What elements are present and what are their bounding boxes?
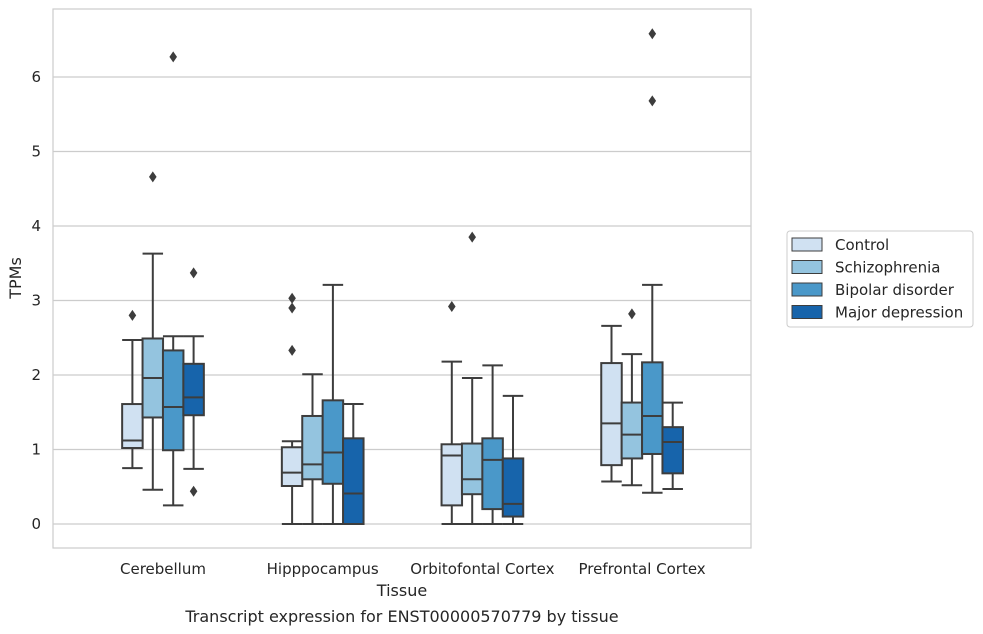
box-iqr [501, 457, 525, 518]
box-iqr [641, 361, 664, 455]
legend-swatch [791, 282, 823, 297]
box-iqr [620, 401, 644, 460]
legend-swatch [791, 237, 823, 252]
flier-point [149, 171, 157, 183]
box-0-1 [280, 292, 304, 525]
box-iqr [460, 442, 484, 496]
flier-point [288, 292, 296, 304]
y-tick-label: 3 [31, 292, 41, 310]
box-3-1 [342, 403, 365, 526]
box-iqr [481, 437, 504, 511]
box-iqr [321, 399, 345, 485]
box-2-3 [641, 28, 664, 494]
legend-label: Bipolar disorder [835, 281, 955, 299]
box-iqr [661, 426, 684, 475]
box-1-0 [141, 171, 165, 491]
y-tick-label: 1 [31, 441, 41, 459]
box-iqr [280, 446, 304, 488]
x-tick-labels: Cerebellum Hipppocampus Orbitofontal Corte… [120, 560, 706, 578]
x-axis-title: Tissue [376, 581, 427, 600]
box-iqr [440, 443, 464, 507]
legend-label: Schizophrenia [835, 259, 940, 277]
flier-point [169, 51, 177, 63]
x-tick-label: Hipppocampus [267, 560, 379, 578]
legend-label: Control [835, 236, 889, 254]
box-0-2 [440, 300, 464, 525]
box-iqr [600, 362, 623, 467]
y-tick-label: 0 [31, 515, 41, 533]
legend: Control Schizophrenia Bipolar disorder Majo… [786, 230, 974, 328]
legend-swatch [791, 260, 823, 274]
legend-label: Major depression [835, 304, 963, 322]
chart-caption: Transcript expression for ENST0000057077… [184, 607, 618, 626]
box-0-0 [121, 309, 144, 470]
boxes [121, 28, 684, 526]
y-tick-label: 5 [31, 143, 41, 161]
x-tick-label: Prefrontal Cortex [578, 560, 705, 578]
legend-swatch [791, 305, 823, 319]
box-3-0 [182, 267, 205, 497]
flier-point [468, 231, 476, 243]
y-tick-labels: 0 1 2 3 4 5 6 [31, 68, 41, 533]
box-1-3 [620, 308, 644, 487]
flier-point [189, 267, 198, 279]
flier-point [448, 300, 456, 312]
y-tick-label: 2 [31, 366, 41, 384]
box-iqr [182, 362, 205, 417]
box-3-3 [661, 401, 684, 490]
y-tick-label: 6 [31, 68, 41, 86]
box-iqr [301, 414, 324, 481]
box-2-0 [161, 51, 185, 507]
y-tick-label: 4 [31, 217, 41, 235]
box-2-2 [481, 364, 504, 525]
flier-point [288, 302, 296, 314]
box-1-1 [301, 373, 324, 525]
x-tick-label: Cerebellum [120, 560, 206, 578]
flier-point [648, 28, 657, 40]
box-iqr [342, 437, 365, 526]
box-iqr [121, 403, 144, 450]
flier-point [128, 309, 137, 321]
box-iqr [161, 349, 185, 452]
plot-area [53, 9, 751, 548]
x-tick-label: Orbitofontal Cortex [410, 560, 554, 578]
box-3-2 [501, 394, 525, 525]
plot-frame [52, 8, 752, 549]
flier-point [189, 485, 198, 497]
y-axis-title: TPMs [6, 257, 25, 300]
flier-point [648, 95, 657, 107]
legend-frame [786, 230, 974, 328]
box-1-2 [460, 231, 484, 525]
flier-point [288, 344, 296, 356]
flier-point [628, 308, 636, 320]
